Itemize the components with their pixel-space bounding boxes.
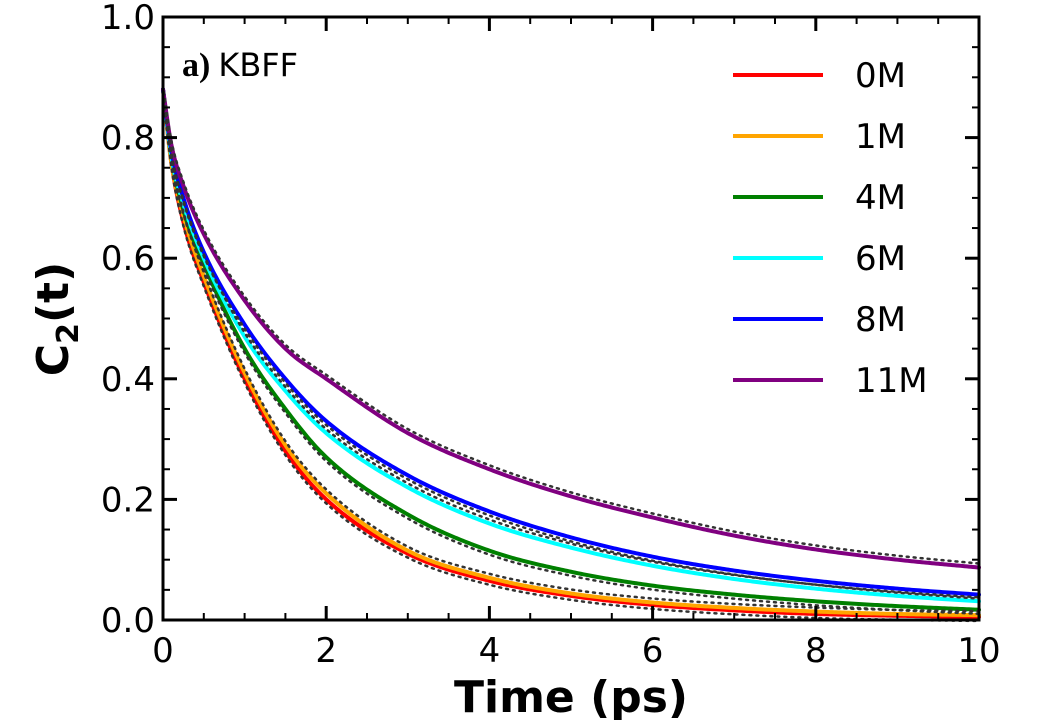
y-tick-label: 0.2 xyxy=(101,480,155,520)
panel-label: a) KBFF xyxy=(182,46,298,84)
series-line-4M xyxy=(161,87,981,612)
series-line-6M xyxy=(161,87,981,604)
panel-label-name: KBFF xyxy=(218,46,298,84)
series-line-0M xyxy=(161,87,981,619)
y-axis-label-main: C xyxy=(28,344,79,376)
y-tick-label: 0.4 xyxy=(101,360,155,400)
series-line-11M xyxy=(161,87,981,570)
series-line-1M xyxy=(161,87,981,618)
x-tick-label: 0 xyxy=(152,631,174,671)
plot-area xyxy=(161,84,981,623)
legend-label-11M: 11M xyxy=(855,361,928,401)
y-tick-label: 0.6 xyxy=(101,239,155,279)
fit-line-1M xyxy=(161,84,981,613)
legend-label-8M: 8M xyxy=(855,300,906,340)
y-axis-label-subscript: 2 xyxy=(51,323,86,344)
axes: 0 2 4 6 8 10 0.0 0.2 0.4 0.6 0.8 1.0 xyxy=(101,0,1001,671)
x-axis-label: Time (ps) xyxy=(454,672,688,720)
y-tick-label: 0.0 xyxy=(101,601,155,641)
y-axis-label: C2(t) xyxy=(28,262,86,376)
legend: 0M 1M 4M 6M 8M 11M xyxy=(733,56,928,401)
legend-label-6M: 6M xyxy=(855,239,906,279)
x-tick-label: 8 xyxy=(805,631,827,671)
fit-line-8M xyxy=(161,92,981,600)
legend-label-4M: 4M xyxy=(855,178,906,218)
y-tick-label: 0.8 xyxy=(101,119,155,159)
legend-label-1M: 1M xyxy=(855,117,906,157)
series-line-8M xyxy=(161,87,981,597)
x-tick-label: 2 xyxy=(315,631,337,671)
panel-label-prefix: a) xyxy=(182,47,210,84)
fit-line-6M xyxy=(161,84,981,599)
x-tick-label: 6 xyxy=(642,631,664,671)
legend-label-0M: 0M xyxy=(855,56,906,96)
y-tick-label: 1.0 xyxy=(101,0,155,38)
x-tick-label: 10 xyxy=(957,631,1000,671)
fit-line-4M xyxy=(161,92,981,615)
y-axis-label-rest: (t) xyxy=(28,262,79,323)
x-tick-label: 4 xyxy=(479,631,501,671)
fit-line-11M xyxy=(161,84,981,565)
